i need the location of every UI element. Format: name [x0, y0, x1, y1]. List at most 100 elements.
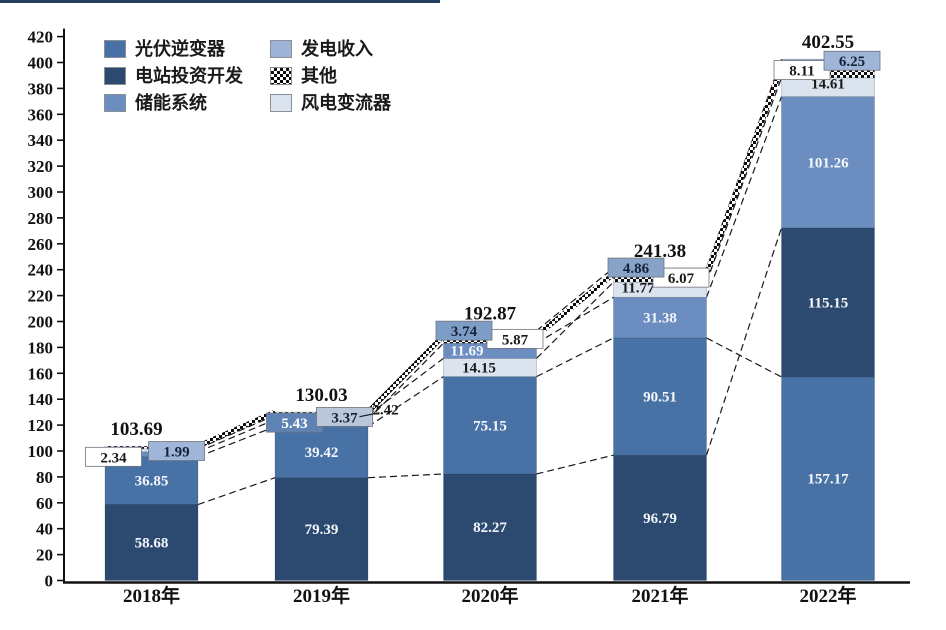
segment-value-label: 58.68	[135, 536, 169, 552]
segment-value-label: 82.27	[473, 520, 507, 536]
bar-2022	[781, 58, 875, 581]
segment-value-label: 157.17	[807, 472, 849, 488]
legend-item-power-income: 发电收入	[270, 40, 391, 58]
y-axis-tick-label: 140	[28, 390, 54, 409]
y-axis-tick-label: 300	[28, 183, 54, 202]
label-leader-line	[359, 412, 380, 418]
legend-swatch-power-income	[270, 40, 292, 58]
segment-value-label: 2.42	[372, 403, 398, 419]
segment-value-label: 115.15	[808, 295, 848, 311]
bar-2020	[443, 330, 537, 581]
data-label-box	[435, 320, 493, 341]
connector-pv-inverter	[197, 426, 276, 458]
segment-labels: 58.68 36.85 2.34 1.99 79.39 39.42 5.43 3.37 2.42…	[85, 50, 881, 552]
data-label-box	[652, 267, 710, 288]
y-axis-tick-label: 420	[28, 28, 54, 47]
legend-swatch-station-dev	[104, 67, 126, 85]
segment-value-label: 31.38	[643, 311, 677, 327]
segment-value-label: 8.11	[789, 64, 814, 80]
x-axis-category-label: 2022年	[799, 584, 856, 607]
y-axis-tick-label: 240	[28, 261, 54, 280]
connector-station-dev	[367, 473, 444, 479]
y-axis-tick-label: 160	[28, 364, 54, 383]
legend-swatch-wind-converter	[270, 94, 292, 112]
x-axis-category-label: 2018年	[123, 584, 180, 607]
connector-wind-converter	[705, 77, 783, 283]
data-label-box	[316, 407, 373, 427]
y-axis-tick-label: 120	[28, 416, 54, 435]
segment-value-label: 79.39	[305, 522, 339, 538]
data-label-box	[148, 441, 205, 461]
segment-value-label: 1.99	[163, 445, 189, 461]
legend-label-station-dev: 电站投资开发	[135, 66, 243, 86]
segment-value-label: 11.77	[622, 281, 655, 297]
connector-storage	[705, 96, 783, 298]
segment-value-label: 3.37	[331, 410, 358, 426]
connector-wind-converter	[367, 357, 444, 416]
y-axis-tick-label: 100	[28, 442, 54, 461]
y-axis-tick-label: 260	[28, 235, 54, 254]
segment-value-label: 5.87	[502, 332, 529, 348]
legend-label-pv-inverter: 光伏逆变器	[135, 39, 225, 59]
data-label-box	[823, 50, 881, 71]
connector-station-dev	[197, 477, 276, 506]
top-edge-artifact	[0, 0, 440, 3]
legend-item-wind-converter: 风电变流器	[270, 94, 391, 112]
y-axis-tick-label: 60	[36, 494, 53, 513]
legend-swatch-other	[270, 67, 292, 85]
connector-wind-converter	[536, 281, 614, 359]
segment-value-label: 14.61	[811, 76, 845, 92]
legend-swatch-storage	[104, 94, 126, 112]
connector-pv-inverter	[367, 376, 444, 428]
series-connector-lines	[196, 58, 784, 506]
y-axis-tick-label: 80	[36, 468, 53, 487]
segment-value-label: 3.74	[451, 324, 478, 340]
segment-value-label: 39.42	[305, 445, 339, 461]
x-axis-category-label: 2019年	[293, 584, 350, 607]
connector-station-dev	[705, 227, 783, 456]
total-label: 402.55	[802, 32, 854, 53]
total-label: 241.38	[634, 241, 686, 262]
connector-pv-inverter	[536, 337, 614, 378]
connector-pv-inverter	[706, 337, 782, 378]
segment-value-label: 5.43	[281, 416, 307, 432]
segment-value-label: 4.86	[623, 261, 650, 277]
y-axis-tick-label: 400	[28, 54, 54, 73]
data-label-box	[85, 446, 142, 467]
y-axis-tick-label: 20	[36, 546, 53, 565]
total-label: 103.69	[110, 419, 162, 440]
segment-station-dev	[104, 504, 199, 581]
segment-value-label: 75.15	[473, 418, 507, 434]
segment-station-dev	[443, 473, 537, 581]
segment-value-label: 96.79	[643, 511, 677, 527]
connector-other	[704, 66, 784, 276]
legend-label-wind-converter: 风电变流器	[301, 93, 391, 113]
y-axis-tick-label: 320	[28, 157, 54, 176]
y-axis-tick-label: 200	[28, 313, 54, 332]
segment-pv-inverter	[781, 376, 875, 581]
segment-value-label: 11.69	[451, 344, 484, 360]
chart-legend: 光伏逆变器 发电收入电站投资开发 其他储能系统 风电变流器	[104, 40, 391, 112]
y-axis-tick-label: 40	[36, 520, 53, 539]
x-axis-category-label: 2021年	[631, 584, 688, 607]
segment-value-label: 6.07	[668, 271, 695, 287]
legend-swatch-pv-inverter	[104, 40, 126, 58]
connector-other	[534, 272, 616, 338]
total-label: 192.87	[464, 304, 517, 325]
connector-wind-converter	[197, 414, 276, 450]
legend-label-storage: 储能系统	[135, 93, 207, 113]
segment-value-label: 36.85	[135, 474, 169, 490]
legend-label-power-income: 发电收入	[301, 39, 373, 59]
y-axis-tick-label: 0	[45, 572, 54, 591]
y-axis-tick-label: 180	[28, 338, 54, 357]
segment-pv-inverter	[613, 337, 707, 456]
bar-2021	[613, 267, 707, 581]
legend-item-other: 其他	[270, 67, 391, 85]
segment-station-dev	[613, 454, 707, 581]
y-axis-tick-label: 360	[28, 105, 54, 124]
connector-power-income	[536, 267, 614, 332]
segment-station-dev	[781, 227, 875, 378]
segment-storage	[613, 297, 707, 339]
